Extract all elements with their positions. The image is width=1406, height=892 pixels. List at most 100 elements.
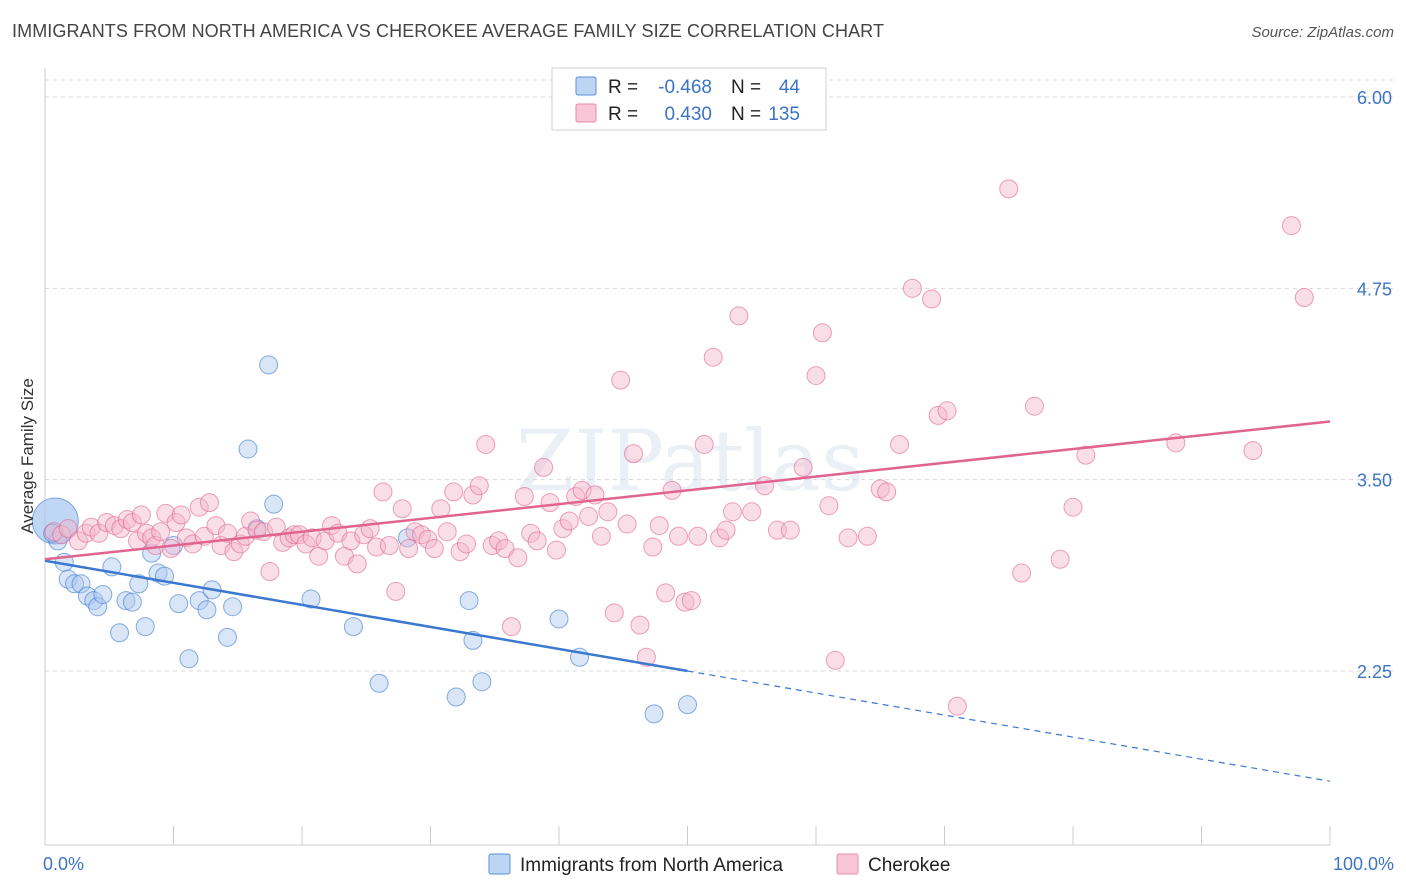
point-cherokee <box>302 528 322 548</box>
point-cherokee <box>922 289 942 309</box>
chart-source: Source: ZipAtlas.com <box>1251 24 1394 41</box>
point-cherokee <box>630 615 650 635</box>
point-cherokee <box>540 493 560 513</box>
point-immigrants <box>71 574 91 594</box>
point-cherokee <box>579 506 599 526</box>
point-cherokee <box>514 487 534 507</box>
point-cherokee <box>489 531 509 551</box>
point-cherokee <box>476 434 496 454</box>
trend-line-cherokee <box>44 420 1331 561</box>
point-immigrants <box>259 355 279 375</box>
point-immigrants <box>93 584 113 604</box>
point-cherokee <box>206 516 226 536</box>
point-cherokee <box>559 511 579 531</box>
point-immigrants <box>397 528 417 548</box>
point-cherokee <box>999 179 1019 199</box>
point-cherokee <box>890 434 910 454</box>
legend-r-label-2: R = <box>608 104 638 125</box>
point-cherokee <box>58 519 78 539</box>
series-immigrants-points <box>31 355 697 724</box>
point-immigrants <box>217 627 237 647</box>
point-cherokee <box>360 519 380 539</box>
x-tick-label-max: 100.0% <box>1333 854 1394 874</box>
axes: 2.25 3.50 4.75 6.00 0.0% 100.0% <box>43 68 1394 874</box>
legend-swatch-blue <box>575 76 597 96</box>
point-cherokee <box>877 482 897 502</box>
point-immigrants <box>549 609 569 629</box>
point-cherokee <box>617 514 637 534</box>
point-cherokee <box>716 520 736 540</box>
point-cherokee <box>780 520 800 540</box>
point-cherokee <box>1024 396 1044 416</box>
point-cherokee <box>469 476 489 496</box>
point-cherokee <box>444 482 464 502</box>
bottom-legend-label-cherokee: Cherokee <box>868 855 950 876</box>
bottom-legend-swatch-pink <box>836 853 859 875</box>
point-cherokee <box>117 509 137 529</box>
point-cherokee <box>710 528 730 548</box>
point-immigrants <box>88 597 108 617</box>
point-cherokee <box>111 519 131 539</box>
point-cherokee <box>546 540 566 560</box>
point-cherokee <box>89 523 109 543</box>
point-immigrants <box>446 687 466 707</box>
point-cherokee <box>902 278 922 298</box>
bottom-legend-swatch-blue <box>488 853 511 875</box>
point-cherokee <box>501 617 521 637</box>
point-cherokee <box>694 434 714 454</box>
legend-r-value-1: -0.468 <box>658 77 712 98</box>
x-tick-label-min: 0.0% <box>43 854 84 874</box>
point-cherokee <box>418 529 438 549</box>
point-cherokee <box>399 539 419 559</box>
point-cherokee <box>534 457 554 477</box>
point-cherokee <box>675 592 695 612</box>
point-cherokee <box>508 548 528 568</box>
point-cherokee <box>450 542 470 562</box>
y-tick-label: 2.25 <box>1357 662 1392 682</box>
point-cherokee <box>729 306 749 326</box>
point-cherokee <box>656 583 676 603</box>
point-immigrants <box>116 591 136 611</box>
point-cherokee <box>825 650 845 670</box>
point-immigrants <box>65 574 85 594</box>
point-cherokee <box>1012 563 1032 583</box>
point-cherokee <box>247 520 267 540</box>
point-cherokee <box>161 539 181 559</box>
point-cherokee <box>591 526 611 546</box>
y-tick-label: 6.00 <box>1357 88 1392 108</box>
grid <box>45 79 1395 672</box>
legend-r-value-2: 0.430 <box>664 104 712 125</box>
bottom-legend: Immigrants from North America Cherokee <box>488 853 950 876</box>
point-immigrants <box>135 617 155 637</box>
point-cherokee <box>572 480 592 500</box>
point-cherokee <box>224 542 244 562</box>
legend-r-label-1: R = <box>608 77 638 98</box>
legend-box: R = -0.468 N = 44 R = 0.430 N = 135 <box>551 67 827 131</box>
point-cherokee <box>1076 445 1096 465</box>
point-immigrants <box>343 617 363 637</box>
point-immigrants <box>110 623 130 643</box>
point-cherokee <box>819 496 839 516</box>
point-cherokee <box>624 444 644 464</box>
point-immigrants <box>238 439 258 459</box>
point-cherokee <box>598 502 618 522</box>
point-immigrants <box>179 649 199 669</box>
point-cherokee <box>521 523 541 543</box>
legend-n-label-2: N = <box>731 104 761 125</box>
point-cherokee <box>463 485 483 505</box>
legend-swatch-pink <box>575 103 597 123</box>
point-immigrants <box>122 592 142 612</box>
point-immigrants <box>301 589 321 609</box>
point-cherokee <box>688 526 708 546</box>
trend-lines <box>44 420 1331 782</box>
chart-title: IMMIGRANTS FROM NORTH AMERICA VS CHEROKE… <box>12 21 885 41</box>
point-cherokee <box>171 505 191 525</box>
point-immigrants <box>459 591 479 611</box>
point-cherokee <box>1281 216 1301 236</box>
point-cherokee <box>495 539 515 559</box>
point-immigrants <box>197 600 217 620</box>
point-cherokee <box>68 531 88 551</box>
point-cherokee <box>793 457 813 477</box>
point-immigrants <box>169 594 189 614</box>
point-cherokee <box>392 499 412 519</box>
